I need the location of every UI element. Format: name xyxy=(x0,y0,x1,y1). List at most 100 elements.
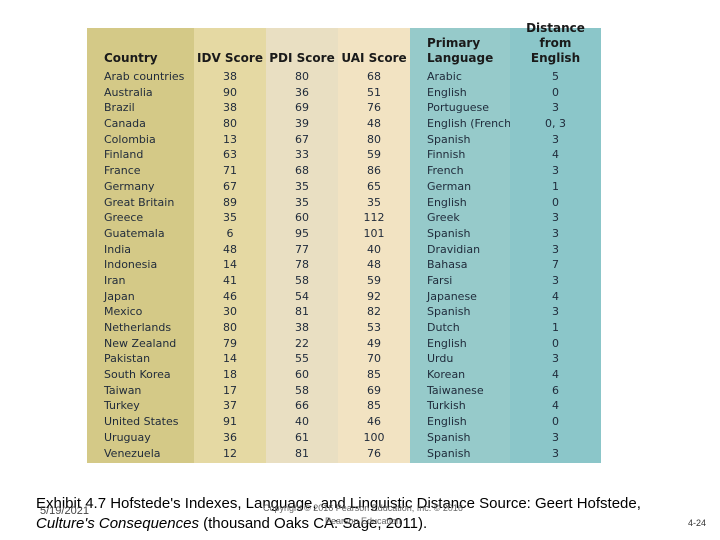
table-cell: 0, 3 xyxy=(545,117,566,131)
table-cell: 81 xyxy=(295,446,309,460)
table-cell: English xyxy=(427,336,467,350)
table-cell: Arab countries xyxy=(104,70,185,83)
column-country: Country Arab countries Australia Brazil Cana… xyxy=(87,28,194,463)
table-cell: 69 xyxy=(367,383,381,397)
table-cell: Brazil xyxy=(104,101,135,115)
column-header-idv-score: IDV Score xyxy=(194,32,266,66)
table-cell: Venezuela xyxy=(104,446,161,460)
table-cell: 55 xyxy=(295,352,309,366)
table-cell: Colombia xyxy=(104,132,156,146)
table-cell: 90 xyxy=(223,85,237,99)
table-cell: Arabic xyxy=(427,70,462,83)
table-cell: 4 xyxy=(552,289,559,303)
table-cell: 3 xyxy=(552,132,559,146)
table-cell: 36 xyxy=(295,85,309,99)
column-header-pdi-score: PDI Score xyxy=(266,32,338,66)
caption-text: Exhibit 4.7 Hofstede's Indexes, Language… xyxy=(36,495,641,512)
table-cell: 5 xyxy=(552,70,559,83)
table-cell: 82 xyxy=(367,305,381,319)
table-cell: Spanish xyxy=(427,446,471,460)
table-cell: Greek xyxy=(427,211,460,225)
table-cell: 65 xyxy=(367,179,381,193)
table-cell: 61 xyxy=(295,430,309,444)
table-cell: 3 xyxy=(552,164,559,178)
table-cell: 86 xyxy=(367,164,381,178)
table-cell: 80 xyxy=(295,70,309,83)
table-cell: 67 xyxy=(295,132,309,146)
table-cell: Great Britain xyxy=(104,195,175,209)
table-cell: 48 xyxy=(367,258,381,272)
table-cell: Korean xyxy=(427,368,466,382)
table-cell: 63 xyxy=(223,148,237,162)
table-cell: 46 xyxy=(223,289,237,303)
table-cell: German xyxy=(427,179,472,193)
table-cell: 58 xyxy=(295,383,309,397)
table-cell: 54 xyxy=(295,289,309,303)
slide-number: 4-24 xyxy=(688,518,707,528)
table-cell: Taiwan xyxy=(104,383,142,397)
table-cell: 68 xyxy=(295,164,309,178)
caption-text-end: (thousand Oaks CA: Sage, 2011). xyxy=(198,515,428,532)
column-header-label: Primary Language xyxy=(427,36,494,65)
table-cell: 14 xyxy=(223,352,237,366)
table-cell: 35 xyxy=(223,211,237,225)
table-cell: 66 xyxy=(295,399,309,413)
table-cell: 112 xyxy=(363,211,385,225)
table-cell: Turkish xyxy=(427,399,466,413)
table-cell: 33 xyxy=(295,148,309,162)
table-cell: 69 xyxy=(295,101,309,115)
table-cell: 0 xyxy=(552,195,559,209)
table-cell: English xyxy=(427,415,467,429)
table-cell: Portuguese xyxy=(427,101,489,115)
table-cell: 12 xyxy=(223,446,237,460)
table-cell: Japanese xyxy=(427,289,477,303)
table-cell: 38 xyxy=(223,70,237,83)
table-cell: United States xyxy=(104,415,179,429)
table-cell: 40 xyxy=(295,415,309,429)
table-cell: Guatemala xyxy=(104,226,165,240)
table-cell: 38 xyxy=(295,321,309,334)
table-cell: French xyxy=(427,164,464,178)
table-cell: English xyxy=(427,195,467,209)
table-cell: 0 xyxy=(552,415,559,429)
table-cell: 3 xyxy=(552,430,559,444)
table-cell: India xyxy=(104,242,131,256)
table-cell: Finnish xyxy=(427,148,466,162)
exhibit-caption: Exhibit 4.7 Hofstede's Indexes, Language… xyxy=(36,494,696,534)
table-cell: 81 xyxy=(295,305,309,319)
table-cell: 13 xyxy=(223,132,237,146)
table-cell: 100 xyxy=(363,430,385,444)
table-cell: Dutch xyxy=(427,321,460,334)
table-cell: 37 xyxy=(223,399,237,413)
table-cell: 3 xyxy=(552,305,559,319)
table-cell: 95 xyxy=(295,226,309,240)
table-cell: Indonesia xyxy=(104,258,158,272)
column-uai-score: UAI Score 68 51 76 48 80 59 86 65 35 112 101 40 48 59 9… xyxy=(338,28,410,463)
table-cell: 3 xyxy=(552,101,559,115)
table-cell: South Korea xyxy=(104,368,171,382)
table-cell: 70 xyxy=(367,352,381,366)
column-header-primary-language: Primary Language xyxy=(410,32,510,66)
table-cell: 36 xyxy=(223,430,237,444)
column-header-label: Country xyxy=(104,51,158,65)
table-cell: 17 xyxy=(223,383,237,397)
table-cell: 0 xyxy=(552,336,559,350)
table-cell: 3 xyxy=(552,273,559,287)
table-cell: 40 xyxy=(367,242,381,256)
table-cell: 4 xyxy=(552,368,559,382)
table-cell: 1 xyxy=(552,179,559,193)
table-cell: 18 xyxy=(223,368,237,382)
column-idv-score: IDV Score 38 90 38 80 13 63 71 67 89 35 6 48 14 41 46 30… xyxy=(194,28,266,463)
table-cell: 60 xyxy=(295,211,309,225)
table-cell: Spanish xyxy=(427,305,471,319)
table-cell: 35 xyxy=(367,195,381,209)
table-cell: Iran xyxy=(104,273,126,287)
table-cell: 80 xyxy=(367,132,381,146)
slide-date: 5/19/2021 xyxy=(40,505,89,517)
table-cell: 48 xyxy=(367,117,381,131)
table-cell: Pakistan xyxy=(104,352,151,366)
caption-book-title: Culture's Consequences xyxy=(36,515,199,532)
table-cell: 1 xyxy=(552,321,559,334)
table-cell: 39 xyxy=(295,117,309,131)
